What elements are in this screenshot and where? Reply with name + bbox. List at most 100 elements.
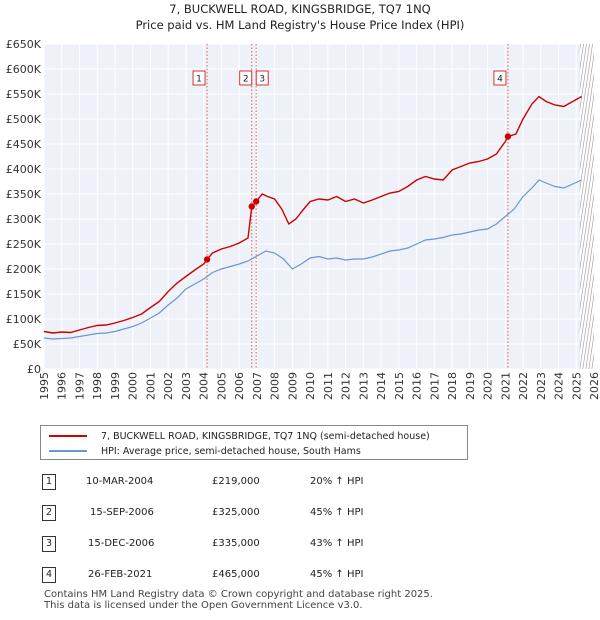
y-tick-label: £650K [6, 38, 42, 51]
x-tick-label: 2006 [233, 372, 246, 400]
hatch-line [582, 292, 595, 369]
projection-hatch [579, 44, 600, 369]
sale-point [248, 203, 255, 210]
legend-item-property: 7, BUCKWELL ROAD, KINGSBRIDGE, TQ7 1NQ (… [49, 428, 430, 444]
legend: 7, BUCKWELL ROAD, KINGSBRIDGE, TQ7 1NQ (… [40, 425, 468, 460]
hpi-line [43, 179, 582, 340]
y-tick-label: £100K [6, 313, 42, 326]
sale-hpi-change: 45% ↑ HPI [310, 507, 364, 518]
x-tick-label: 2013 [357, 372, 370, 400]
x-tick-label: 1997 [73, 372, 86, 400]
legend-swatch-hpi [49, 450, 87, 452]
hatch-line [585, 312, 595, 369]
y-tick-label: £300K [6, 213, 42, 226]
footer: Contains HM Land Registry data © Crown c… [44, 589, 433, 611]
hatch-line [579, 132, 595, 232]
x-tick-label: 2016 [411, 372, 424, 400]
sale-price: £325,000 [212, 507, 260, 518]
sale-number: 1 [42, 474, 56, 490]
sale-date: 10-MAR-2004 [86, 476, 154, 487]
x-tick-label: 2001 [144, 372, 157, 400]
sale-price: £465,000 [212, 569, 260, 580]
property-price-line [43, 95, 582, 334]
series-lines [43, 95, 582, 340]
hatch-line [579, 44, 590, 112]
x-tick-label: 2019 [464, 372, 477, 400]
legend-label-hpi: HPI: Average price, semi-detached house,… [101, 445, 361, 457]
legend-item-hpi: HPI: Average price, semi-detached house,… [49, 443, 361, 459]
x-tick-label: 2011 [322, 372, 335, 400]
sale-date: 26-FEB-2021 [88, 569, 153, 580]
sale-date: 15-SEP-2006 [90, 507, 154, 518]
x-tick-label: 1999 [109, 372, 122, 400]
x-tick-label: 2007 [251, 372, 264, 400]
y-tick-label: £200K [6, 263, 42, 276]
x-tick-label: 1996 [56, 372, 69, 400]
x-tick-label: 2018 [446, 372, 459, 400]
x-tick-label: 2024 [553, 372, 566, 400]
hatch-line [579, 192, 595, 292]
sale-point [504, 133, 512, 140]
sale-hpi-change: 43% ↑ HPI [310, 538, 364, 549]
footer-copyright: Contains HM Land Registry data © Crown c… [44, 589, 433, 600]
sale-point [252, 198, 260, 205]
hatch-line [595, 44, 600, 369]
hatch-line [579, 172, 595, 272]
sale-marker-box [493, 70, 507, 86]
sale-hpi-change: 45% ↑ HPI [310, 569, 364, 580]
hatch-line [579, 232, 595, 332]
hatch-line [579, 44, 593, 132]
x-tick-label: 2021 [499, 372, 512, 400]
sale-points [203, 133, 512, 263]
y-tick-label: £400K [6, 163, 42, 176]
y-tick-label: £350K [6, 188, 42, 201]
legend-swatch-property [49, 435, 87, 437]
hatch-line [579, 92, 595, 192]
y-tick-label: £500K [6, 113, 42, 126]
x-tick-label: 2026 [588, 372, 600, 400]
y-axis-ticks: £0 £50K £100K £150K £200K £250K £300K £350K £400… [6, 38, 42, 376]
x-tick-label: 2017 [428, 372, 441, 400]
sale-date: 15-DEC-2006 [88, 538, 155, 549]
x-tick-label: 2020 [482, 372, 495, 400]
sale-marker-label: 3 [259, 75, 265, 85]
hatch-line [579, 112, 595, 212]
x-tick-label: 2014 [375, 372, 388, 400]
sale-point [203, 256, 211, 263]
x-tick-label: 2015 [393, 372, 406, 400]
y-tick-label: £50K [13, 338, 42, 351]
x-tick-label: 2022 [517, 372, 530, 400]
sale-marker-box [192, 70, 206, 86]
grid [43, 43, 595, 370]
footer-licence: This data is licensed under the Open Gov… [44, 600, 363, 611]
sale-marker-label: 1 [196, 75, 202, 85]
sale-row: 1 10-MAR-2004 £219,000 20% ↑ HPI [42, 474, 442, 496]
x-tick-label: 2008 [269, 372, 282, 400]
sale-price: £335,000 [212, 538, 260, 549]
plot-area [44, 44, 594, 369]
sale-marker-box [239, 70, 253, 86]
hatch-line [579, 152, 595, 252]
hatch-line [579, 272, 595, 369]
sale-row: 4 26-FEB-2021 £465,000 45% ↑ HPI [42, 567, 442, 589]
sale-marker-label: 2 [243, 75, 249, 85]
x-tick-label: 2002 [162, 372, 175, 400]
sale-row: 2 15-SEP-2006 £325,000 45% ↑ HPI [42, 505, 442, 527]
y-tick-label: £450K [6, 138, 42, 151]
hatch-line [579, 52, 595, 152]
y-tick-label: £550K [6, 88, 42, 101]
x-tick-label: 2005 [215, 372, 228, 400]
x-tick-label: 2000 [127, 372, 140, 400]
hatch-line [579, 72, 595, 172]
sale-number: 3 [42, 536, 56, 552]
sale-hpi-change: 20% ↑ HPI [310, 476, 364, 487]
chart-title-line1: 7, BUCKWELL ROAD, KINGSBRIDGE, TQ7 1NQ [169, 2, 430, 16]
sale-marker-label: 4 [497, 75, 503, 85]
legend-label-property: 7, BUCKWELL ROAD, KINGSBRIDGE, TQ7 1NQ (… [101, 430, 430, 442]
x-tick-label: 1995 [38, 372, 51, 400]
x-axis-ticks: 1995 1996 1997 1998 1999 2000 2001 2002 2003 2004… [38, 372, 600, 400]
sale-price: £219,000 [212, 476, 260, 487]
x-tick-label: 2010 [304, 372, 317, 400]
sale-number: 4 [42, 567, 56, 583]
